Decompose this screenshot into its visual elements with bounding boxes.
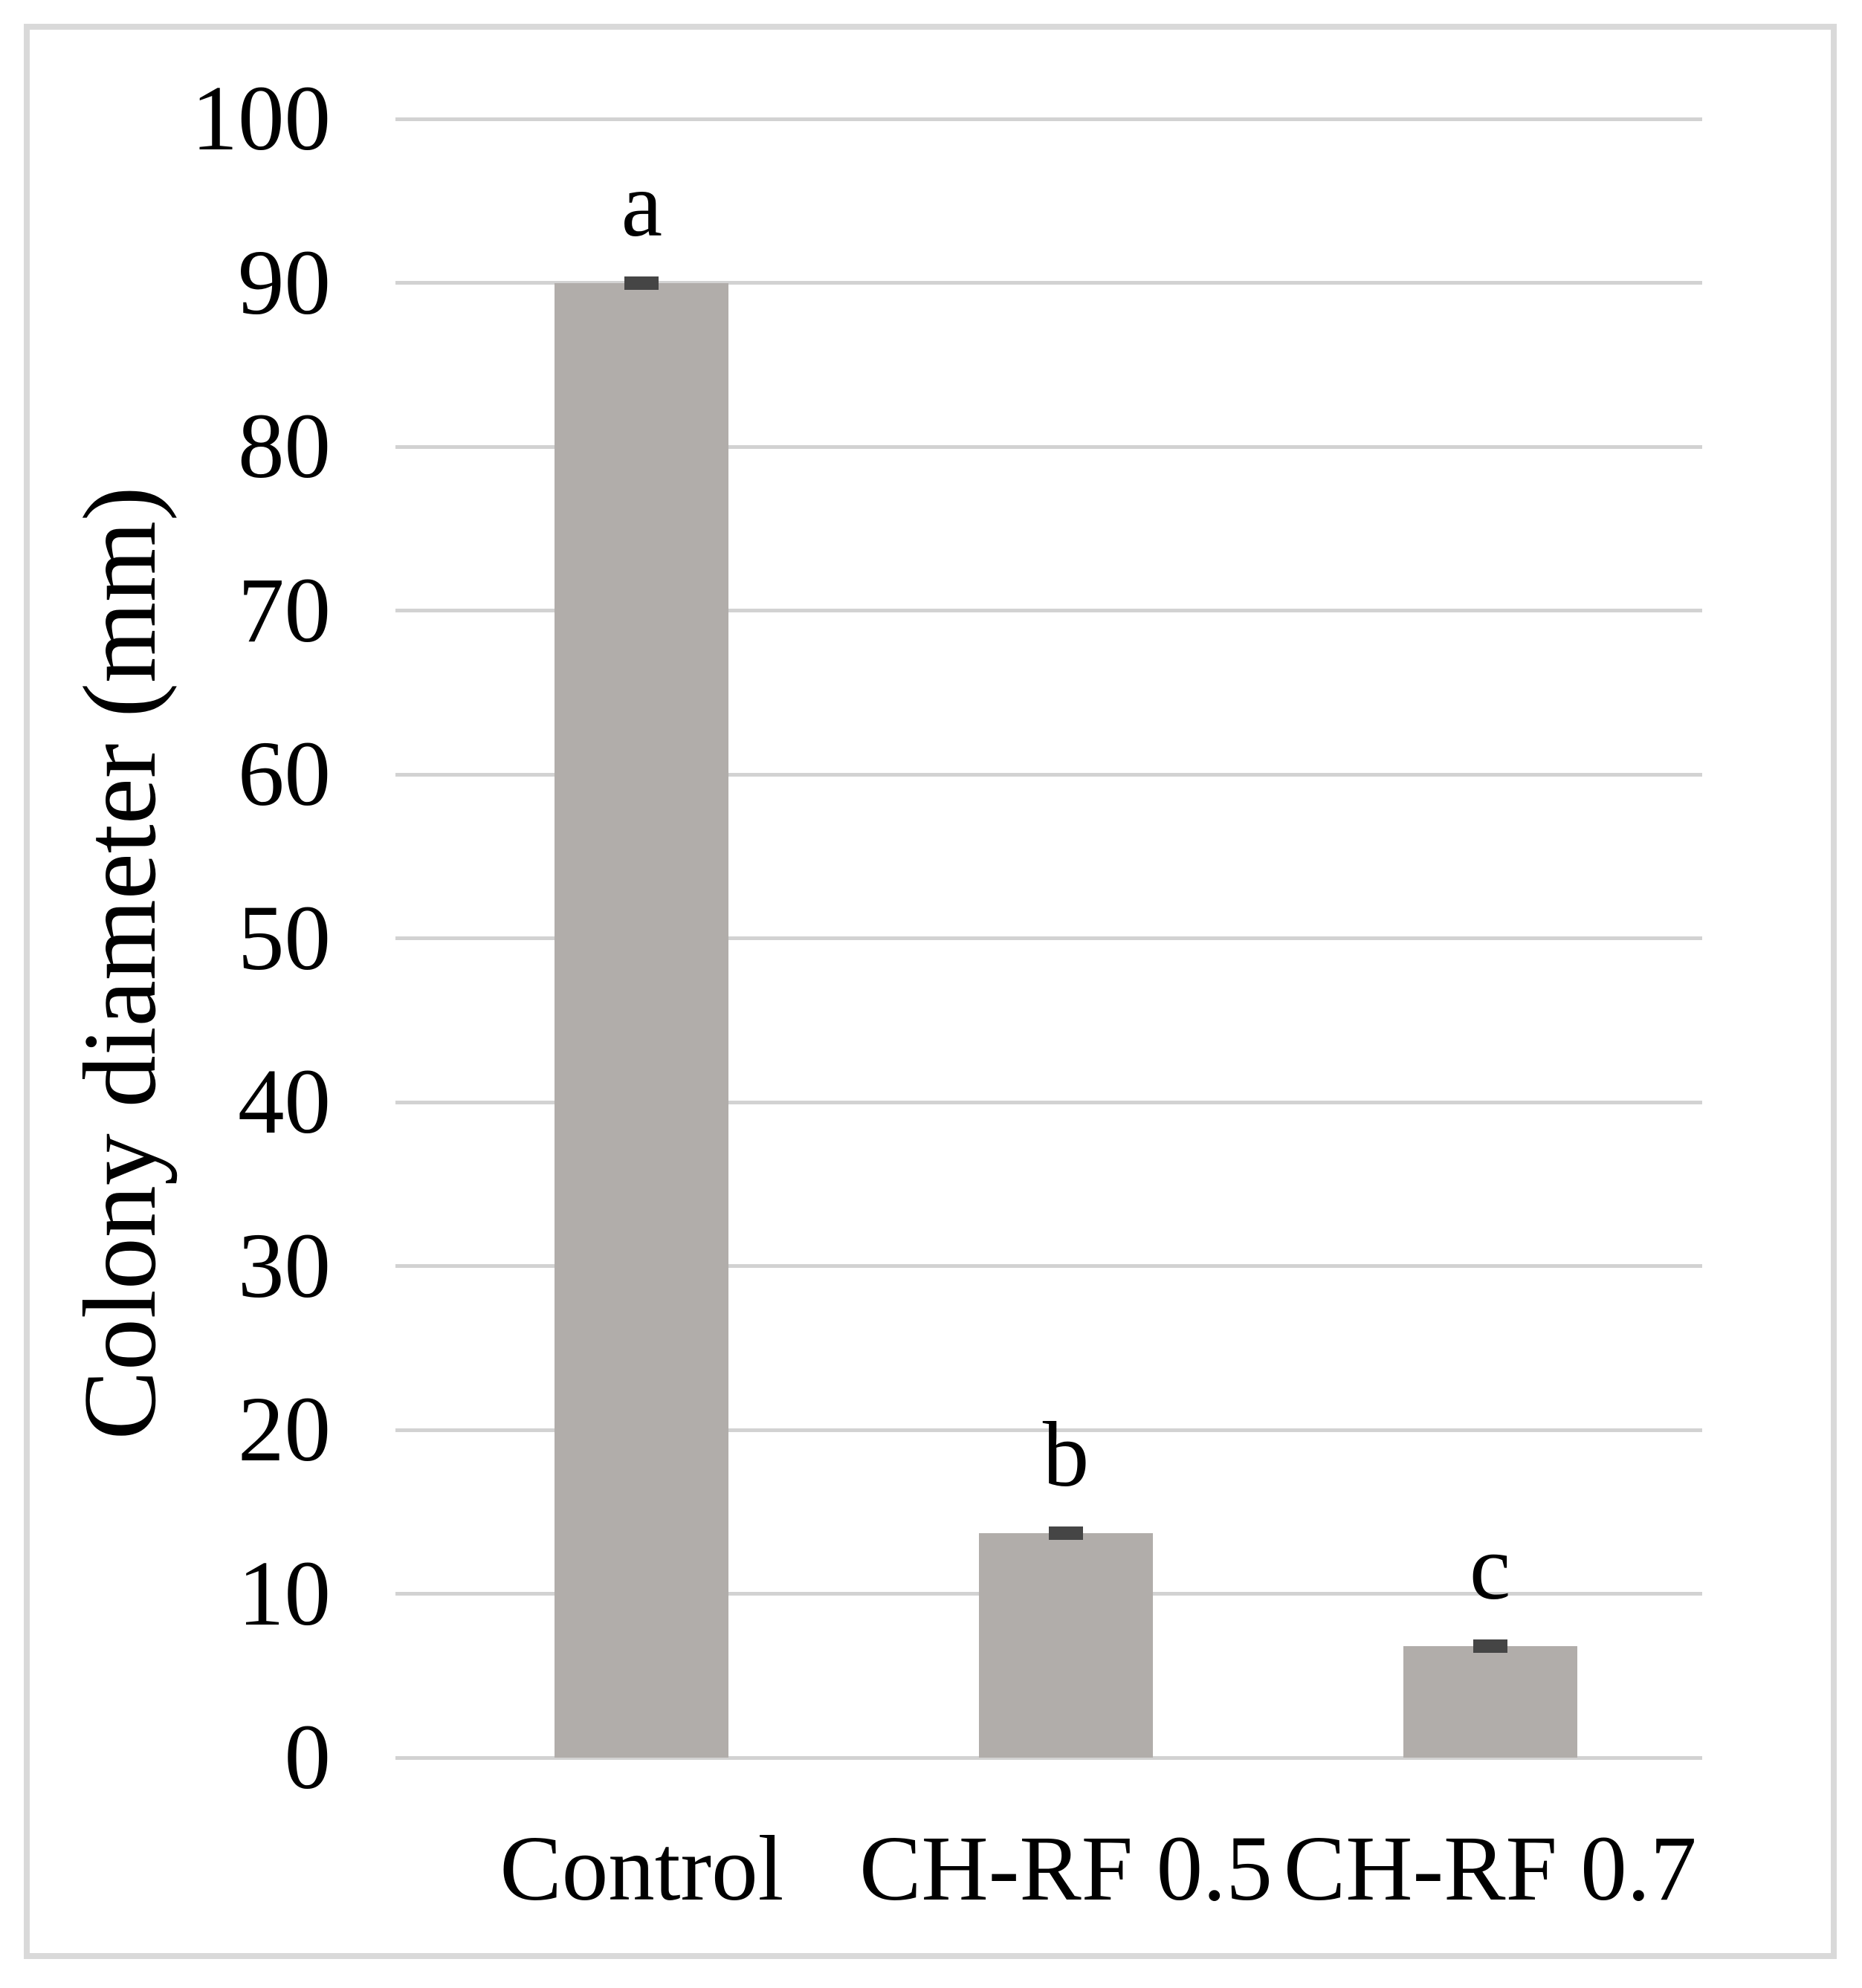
gridline-y40 — [395, 1100, 1702, 1104]
x-category-label-ch-rf-0-7: CH-RF 0.7 — [1283, 1818, 1697, 1920]
y-tick-label-50: 50 — [238, 887, 331, 990]
bar-ch-rf-0-7 — [1403, 1646, 1577, 1758]
y-tick-label-80: 80 — [238, 395, 331, 498]
y-tick-label-0: 0 — [284, 1706, 332, 1809]
y-tick-label-90: 90 — [238, 231, 331, 334]
bar-ch-rf-0-5 — [979, 1532, 1153, 1758]
gridline-y50 — [395, 936, 1702, 940]
y-tick-label-60: 60 — [238, 723, 331, 826]
gridline-y90 — [395, 281, 1702, 285]
y-tick-label-20: 20 — [238, 1379, 331, 1481]
plot-area: a b c — [395, 117, 1702, 1760]
y-tick-label-70: 70 — [238, 559, 331, 662]
significance-letter-b: b — [1042, 1403, 1090, 1506]
y-tick-label-100: 100 — [191, 68, 332, 170]
significance-letter-a: a — [621, 153, 663, 256]
y-tick-label-40: 40 — [238, 1051, 331, 1153]
x-axis-category-labels: Control CH-RF 0.5 CH-RF 0.7 — [430, 1818, 1702, 1945]
gridline-y30 — [395, 1264, 1702, 1268]
gridline-y80 — [395, 444, 1702, 449]
bar-control — [555, 282, 729, 1758]
gridline-y0 — [395, 1755, 1702, 1760]
y-axis-tick-labels: 0 10 20 30 40 50 60 70 80 90 100 — [0, 73, 332, 1804]
error-bar-cap — [624, 276, 659, 290]
gridline-y20 — [395, 1428, 1702, 1432]
gridline-y70 — [395, 609, 1702, 612]
error-bar-cap — [1049, 1526, 1083, 1540]
error-bar-cap — [1473, 1639, 1507, 1654]
gridline-y60 — [395, 772, 1702, 777]
y-tick-label-10: 10 — [238, 1542, 331, 1645]
x-category-label-control: Control — [500, 1818, 784, 1920]
gridline-y100 — [395, 117, 1702, 121]
x-category-label-ch-rf-0-5: CH-RF 0.5 — [859, 1818, 1273, 1920]
y-tick-label-30: 30 — [238, 1214, 331, 1318]
significance-letter-c: c — [1469, 1517, 1511, 1620]
figure-frame — [24, 24, 1837, 1959]
